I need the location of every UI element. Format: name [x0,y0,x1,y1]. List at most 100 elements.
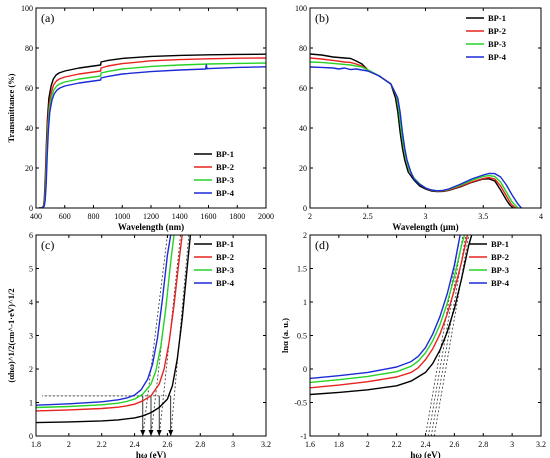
y-tick-label: 20 [25,164,33,173]
x-tick-label: 3 [231,440,235,449]
panel-label: (c) [41,238,54,252]
x-axis-label: Wavelength (μm) [392,222,458,232]
series-line-bp-3 [36,235,175,409]
legend-label: BP-1 [488,13,506,23]
legend: BP-1 BP-2 BP-3 BP-4 [194,149,235,198]
y-tick-label: 20 [299,164,307,173]
panel-label: (a) [41,11,54,25]
x-tick-label: 2 [366,440,370,449]
series-line-bp-1 [36,235,192,424]
x-tick-label: 3 [424,212,428,221]
x-tick-label: 600 [59,212,71,221]
x-tick-label: 2 [67,440,71,449]
legend-label: BP-1 [216,239,234,249]
tangent-guide-line [433,235,470,436]
x-tick-label: 2.4 [130,440,140,449]
panel-label: (d) [315,238,329,252]
x-tick-label: 2.4 [421,440,431,449]
y-tick-label: 100 [295,4,307,13]
legend-label: BP-2 [216,162,234,172]
series-line-bp-4 [38,64,266,208]
legend: BP-1 BP-2 BP-3 BP-4 [466,13,507,62]
legend-label: BP-3 [488,39,506,49]
x-axis-label: hω (eV) [410,450,440,458]
y-tick-label: -0.5 [294,399,307,408]
intercept-arrow-head [156,430,162,436]
x-tick-label: 2.5 [363,212,373,221]
series-line-bp-1 [310,53,514,208]
x-tick-label: 1.8 [31,440,41,449]
y-tick-label: 0.5 [297,332,307,341]
y-tick-label: 1 [303,298,307,307]
legend-label: BP-1 [491,239,509,249]
y-tick-label: 100 [21,4,33,13]
y-tick-label: 80 [25,44,33,53]
legend-label: BP-4 [488,52,507,62]
x-tick-label: 2 [308,212,312,221]
legend-label: BP-4 [491,278,510,288]
y-tick-label: 0 [29,204,33,213]
panel-label: (b) [315,11,329,25]
y-tick-label: 6 [29,231,33,240]
chart-panel-a: 400 600 800 1000 1200 1400 1600 1800 2000 0 20 40 60… [6,4,274,232]
tangent-guide-line [142,235,168,436]
y-axis-label: Transmittance (%) [6,73,16,142]
legend-label: BP-3 [216,175,234,185]
panels: 400 600 800 1000 1200 1400 1600 1800 20000204060… [6,4,546,458]
y-tick-label: 0 [303,204,307,213]
y-tick-label: 40 [25,124,33,133]
legend-label: BP-4 [216,278,235,288]
y-axis-label: (αhω)^1/2(cm^-1·eV)^1/2 [6,288,16,382]
series-line-bp-3 [310,235,466,384]
chart-panel-d: 1.6 1.8 2 2.2 2.4 2.6 2.8 3 3.2 -1 -0.5 0 0.5 1 1.5 2 hω… [280,231,546,458]
x-tick-label: 1800 [229,212,245,221]
x-tick-label: 800 [88,212,100,221]
y-tick-label: 5 [29,265,33,274]
x-tick-label: 3.2 [261,440,271,449]
legend-label: BP-4 [216,188,235,198]
x-tick-label: 2000 [258,212,274,221]
y-tick-label: 1.5 [297,265,307,274]
y-tick-label: 2 [29,365,33,374]
series-line-bp-4 [310,66,522,208]
x-tick-label: 1000 [114,212,130,221]
legend-label: BP-2 [216,252,234,262]
x-axis-label: hω (eV) [136,450,166,458]
legend-label: BP-2 [488,26,506,36]
intercept-arrow-head [148,430,154,436]
y-tick-label: 0 [303,365,307,374]
legend-label: BP-3 [491,265,509,275]
y-tick-label: 60 [299,84,307,93]
intercept-arrow-head [168,430,174,436]
x-tick-label: 2.2 [392,440,402,449]
tangent-guide-line [425,235,461,436]
series-line-bp-2 [310,235,469,389]
y-tick-label: 40 [299,124,307,133]
x-tick-label: 1600 [201,212,217,221]
y-tick-label: 1 [29,399,33,408]
x-tick-label: 2.6 [162,440,172,449]
y-tick-label: 3 [29,332,33,341]
y-tick-label: 0 [29,432,33,441]
series-line-bp-1 [310,235,473,396]
x-tick-label: 1.8 [334,440,344,449]
x-tick-label: 1400 [172,212,188,221]
x-tick-label: 2.6 [449,440,459,449]
x-tick-label: 400 [30,212,42,221]
legend-label: BP-2 [491,252,509,262]
x-tick-label: 4 [539,212,543,221]
x-tick-label: 2.8 [478,440,488,449]
legend-label: BP-1 [216,149,234,159]
x-tick-label: 1.6 [305,440,315,449]
legend: BP-1 BP-2 BP-3 BP-4 [469,239,510,288]
series-line-bp-2 [36,235,183,412]
x-tick-label: 3.2 [536,440,546,449]
x-tick-label: 1200 [143,212,159,221]
y-axis-label: lnα (a. u.) [280,318,290,353]
x-tick-label: 3.5 [478,212,488,221]
x-axis-label: Wavelength (nm) [118,222,184,232]
x-tick-label: 2.8 [195,440,205,449]
